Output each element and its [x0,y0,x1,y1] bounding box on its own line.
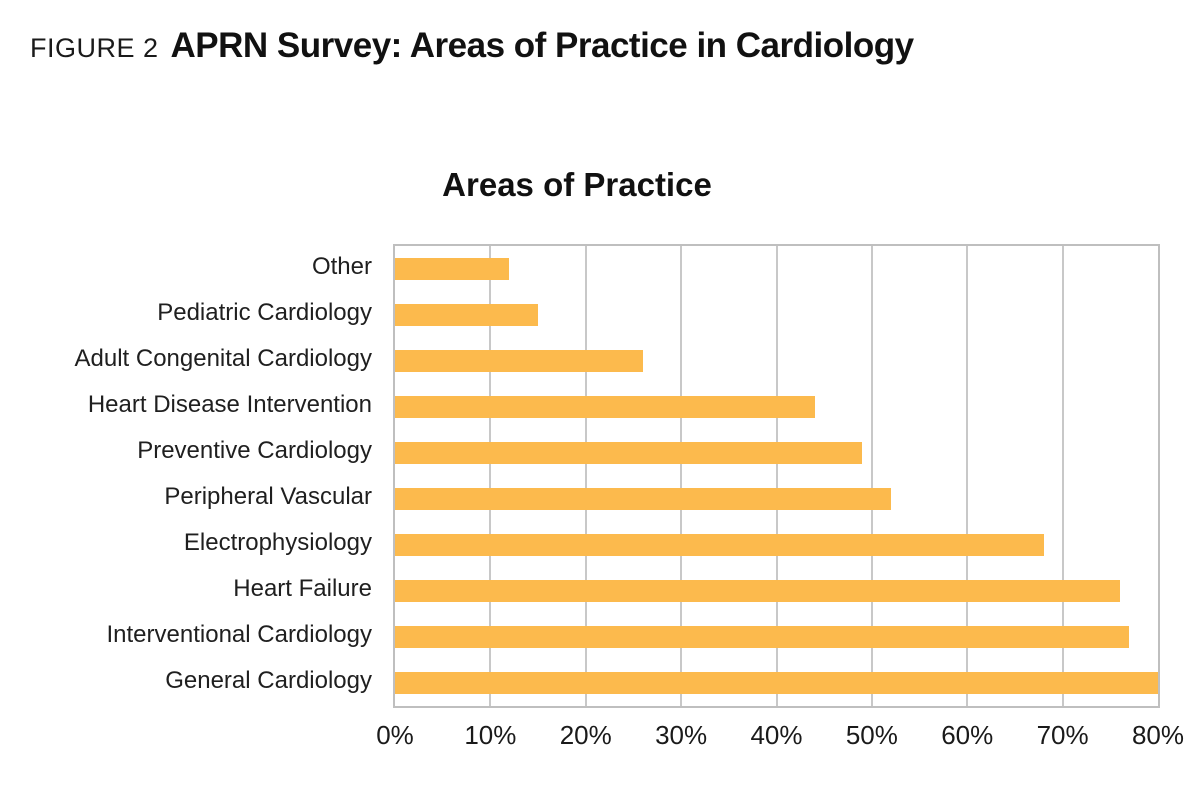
bar-row [395,430,1158,476]
bar-peripheral-vascular [395,488,891,510]
figure-label: FIGURE 2 [30,33,159,63]
bar-heart-failure [395,580,1120,602]
gridline [489,246,492,706]
bar-interventional-cardiology [395,626,1130,648]
category-label: General Cardiology [165,667,372,694]
x-tick-label: 70% [1036,720,1089,750]
figure-header: FIGURE 2 APRN Survey: Areas of Practice … [30,26,914,66]
plot-area: 0% 10% 20% 30% 40% 50% 60% 70% 80% [376,244,1184,750]
bar-row [395,338,1158,384]
bar-electrophysiology [395,534,1044,556]
gridline [870,246,873,706]
gridline [775,246,778,706]
bar-row [395,660,1158,706]
figure-title: APRN Survey: Areas of Practice in Cardio… [170,26,915,65]
x-tick-label: 20% [559,720,612,750]
bar-row [395,614,1158,660]
bar-adult-congenital-cardiology [395,350,643,372]
category-label: Electrophysiology [183,529,372,556]
category-label: Heart Failure [233,575,372,602]
category-label: Preventive Cardiology [137,437,372,464]
bar-other [395,258,510,280]
bar-row [395,384,1158,430]
gridlines [395,246,1158,706]
category-label: Peripheral Vascular [164,483,372,510]
category-label: Interventional Cardiology [106,621,373,648]
x-axis: 0% 10% 20% 30% 40% 50% 60% 70% 80% [376,706,1184,750]
category-label: Pediatric Cardiology [157,299,372,326]
bar-general-cardiology [395,672,1158,694]
bar-chart: Areas of Practice Other Pediatric Cardio… [30,166,1184,750]
bar-pediatric-cardiology [395,304,539,326]
bar-preventive-cardiology [395,442,863,464]
x-tick-label: 30% [655,720,708,750]
bar-heart-disease-intervention [395,396,815,418]
bar-row [395,246,1158,292]
x-tick-label: 40% [750,720,803,750]
category-label: Heart Disease Intervention [87,391,372,418]
x-tick-label: 10% [464,720,517,750]
bar-series [395,246,1158,706]
category-label: Other [311,253,372,280]
x-tick-label: 80% [1131,720,1185,750]
gridline [966,246,969,706]
gridline [680,246,683,706]
bar-row [395,568,1158,614]
x-tick-label: 0% [376,720,414,750]
gridline [1061,246,1064,706]
category-axis: Other Pediatric Cardiology Adult Congeni… [30,244,393,708]
gridline [584,246,587,706]
x-tick-label: 50% [845,720,898,750]
chart-body: Other Pediatric Cardiology Adult Congeni… [30,244,1184,750]
bar-row [395,476,1158,522]
chart-title: Areas of Practice [442,166,712,203]
bar-row [395,522,1158,568]
bar-row [395,292,1158,338]
category-label: Adult Congenital Cardiology [74,345,372,372]
x-tick-label: 60% [941,720,994,750]
